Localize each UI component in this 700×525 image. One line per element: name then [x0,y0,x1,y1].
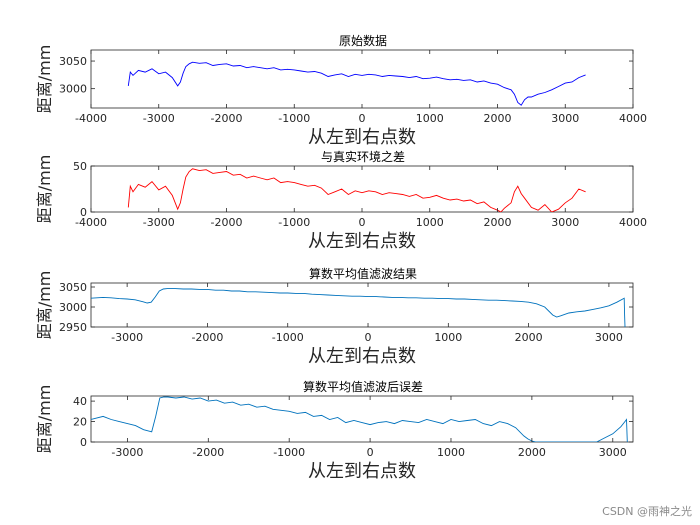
chart-title-2: 与真实环境之差 [321,149,405,164]
y-tick-label: 20 [73,416,87,429]
plot-area-4 [90,395,634,443]
x-tick-label: 3000 [551,216,579,229]
y-tick-label: 3000 [59,83,87,96]
x-tick-label: -2000 [191,331,223,344]
y-tick-label: 0 [80,206,87,219]
x-tick-label: -4000 [75,112,107,125]
series-line-1 [127,61,586,106]
x-tick-label: -4000 [75,216,107,229]
x-tick-label: 0 [359,216,366,229]
x-tick-label: -1000 [272,331,304,344]
x-tick-label: -2000 [192,446,224,459]
x-tick-label: -1000 [273,446,305,459]
plot-area-2 [90,165,634,213]
x-tick-label: 0 [359,112,366,125]
y-tick-label: 3050 [59,281,87,294]
y-tick-label: 0 [80,436,87,449]
x-tick-label: -2000 [211,216,243,229]
y-tick-label: 2950 [59,321,87,334]
x-tick-label: 4000 [619,216,647,229]
watermark: CSDN @雨神之光 [602,505,692,518]
x-tick-label: 2000 [515,331,543,344]
y-axis-label-4: 距离/mm [35,385,54,454]
chart-title-1: 原始数据 [339,33,387,48]
y-axis-label-2: 距离/mm [35,155,54,224]
y-axis-label-1: 距离/mm [35,45,54,114]
x-tick-label: -3000 [111,331,143,344]
x-tick-label: 2000 [484,112,512,125]
x-tick-label: 0 [365,331,372,344]
x-tick-label: 1000 [437,446,465,459]
x-tick-label: 2000 [484,216,512,229]
x-tick-label: -2000 [211,112,243,125]
series-line-2 [127,168,586,212]
x-tick-label: 4000 [619,112,647,125]
x-tick-label: -3000 [143,216,175,229]
y-tick-label: 3050 [59,55,87,68]
y-tick-label: 50 [73,160,87,173]
y-tick-label: 3000 [59,301,87,314]
x-tick-label: 1000 [416,112,444,125]
y-tick-label: 40 [73,395,87,408]
x-axis-label-3: 从左到右点数 [308,346,416,367]
x-tick-label: -3000 [111,446,143,459]
plot-area-1 [90,49,634,109]
x-tick-label: 0 [367,446,374,459]
y-axis-label-3: 距离/mm [35,271,54,340]
x-axis-label-1: 从左到右点数 [308,127,416,148]
x-tick-label: 3000 [595,331,623,344]
x-tick-label: 1000 [434,331,462,344]
x-axis-label-4: 从左到右点数 [308,461,416,482]
x-axis-label-2: 从左到右点数 [308,231,416,252]
x-tick-label: 3000 [551,112,579,125]
x-tick-label: -1000 [278,112,310,125]
series-line-3 [91,288,626,327]
x-tick-label: 3000 [599,446,627,459]
x-tick-label: -1000 [278,216,310,229]
x-tick-label: 1000 [416,216,444,229]
chart-title-4: 算数平均值滤波后误差 [303,379,423,394]
x-tick-label: -3000 [143,112,175,125]
chart-title-3: 算数平均值滤波结果 [309,266,417,281]
plot-area-3 [90,282,634,328]
series-line-4 [91,396,628,442]
x-tick-label: 2000 [518,446,546,459]
